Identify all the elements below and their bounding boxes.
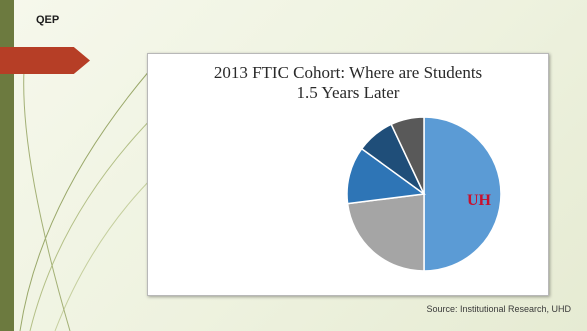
pie-slice-1 bbox=[423, 116, 502, 272]
slide-label: QEP bbox=[36, 14, 60, 26]
university-logo: UH bbox=[467, 192, 492, 209]
pie-chart: UH bbox=[346, 116, 502, 272]
chart-title-line2: 1.5 Years Later bbox=[296, 83, 400, 102]
title-arrow bbox=[0, 47, 90, 74]
source-note: Source: Institutional Research, UHD bbox=[426, 304, 571, 314]
pie-slice-2 bbox=[346, 193, 425, 272]
chart-frame: 2013 FTIC Cohort: Where are Students 1.5… bbox=[147, 53, 549, 296]
pie-slice-5 bbox=[390, 116, 425, 195]
chart-title-line1: 2013 FTIC Cohort: Where are Students bbox=[213, 63, 483, 82]
accent-strip bbox=[0, 0, 14, 331]
decorative-curves bbox=[19, 69, 160, 331]
